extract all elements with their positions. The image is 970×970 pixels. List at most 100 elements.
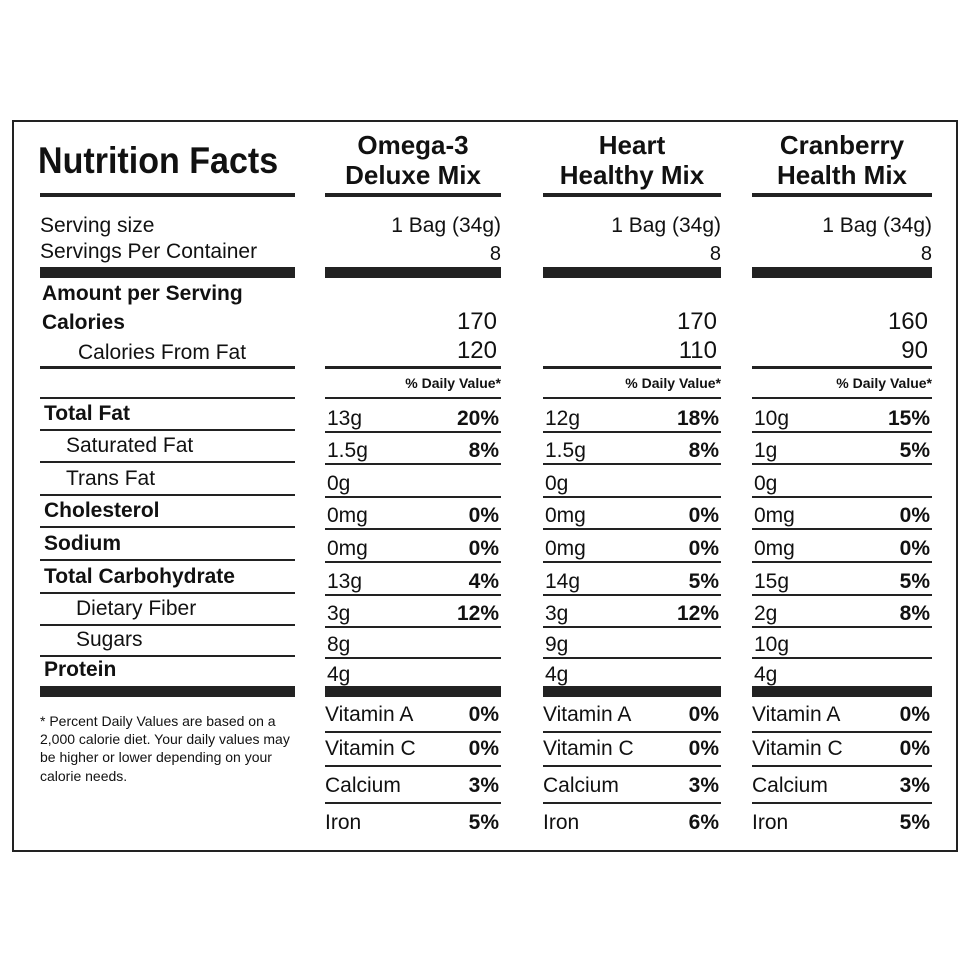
rule [325, 594, 501, 596]
calories: 160 [887, 308, 928, 335]
vitamin-label: Calcium [325, 774, 401, 797]
nutrient-amount: 8g [327, 633, 351, 656]
nutrient-percent: 15% [887, 407, 930, 430]
nutrient-label: Total Carbohydrate [44, 565, 235, 588]
nutrient-percent: 8% [899, 602, 930, 625]
nutrient-amount: 1g [754, 439, 778, 462]
nutrient-amount: 3g [327, 602, 351, 625]
rule [325, 802, 501, 804]
vitamin-label: Vitamin A [752, 703, 841, 726]
vitamin-percent: 3% [899, 774, 930, 797]
rule [325, 626, 501, 628]
nutrient-amount: 4g [545, 663, 569, 686]
product-name: Health Mix [776, 160, 908, 190]
rule [752, 431, 932, 433]
nutrient-amount: 0g [327, 472, 351, 495]
nutrient-amount: 9g [545, 633, 569, 656]
vitamin-percent: 3% [688, 774, 719, 797]
rule [543, 561, 721, 563]
rule [543, 496, 721, 498]
nutrient-amount: 15g [754, 570, 790, 593]
rule [40, 592, 295, 594]
rule [325, 431, 501, 433]
vitamin-label: Iron [752, 811, 789, 834]
serving-size: 1 Bag (34g) [611, 214, 721, 237]
rule [543, 765, 721, 767]
nutrient-amount: 0mg [327, 537, 368, 560]
title: Nutrition Facts [38, 140, 279, 181]
servings: 8 [920, 243, 932, 265]
rule [752, 366, 932, 369]
nutrient-amount: 0mg [545, 537, 586, 560]
vitamin-percent: 6% [688, 811, 719, 834]
daily-value-label: % Daily Value* [625, 375, 721, 391]
rule [752, 657, 932, 659]
nutrient-amount: 0mg [545, 504, 586, 527]
calories-from-fat: 90 [901, 337, 928, 364]
rule [40, 655, 295, 657]
nutrient-percent: 4% [468, 570, 499, 593]
rule [543, 193, 721, 197]
nutrient-amount: 13g [327, 407, 363, 430]
product-name: Healthy Mix [559, 160, 705, 190]
rule [325, 397, 501, 399]
nutrient-amount: 0g [545, 472, 569, 495]
nutrient-amount: 0g [754, 472, 778, 495]
rule [40, 494, 295, 496]
nutrient-percent: 5% [899, 439, 930, 462]
vitamin-percent: 0% [468, 703, 499, 726]
nutrient-amount: 2g [754, 602, 778, 625]
nutrient-amount: 13g [327, 570, 363, 593]
rule [543, 802, 721, 804]
nutrient-label: Sodium [44, 532, 121, 555]
rule [40, 624, 295, 626]
vitamin-label: Vitamin C [752, 737, 843, 760]
vitamin-percent: 0% [468, 737, 499, 760]
product-name: Heart [598, 130, 666, 160]
rule [752, 626, 932, 628]
calories: 170 [676, 308, 717, 335]
nutrient-percent: 0% [899, 504, 930, 527]
rule [543, 267, 721, 278]
rule [543, 397, 721, 399]
vitamin-percent: 3% [468, 774, 499, 797]
vitamin-label: Calcium [752, 774, 828, 797]
serving-size-label: Serving size [40, 214, 155, 237]
footnote: * Percent Daily Values are based on a 2,… [40, 713, 290, 784]
rule [543, 431, 721, 433]
nutrient-amount: 4g [327, 663, 351, 686]
rule [325, 657, 501, 659]
nutrient-amount: 14g [545, 570, 581, 593]
rule [543, 657, 721, 659]
nutrient-label: Trans Fat [66, 467, 156, 490]
nutrient-percent: 0% [468, 504, 499, 527]
rule [752, 731, 932, 733]
product-name: Deluxe Mix [345, 160, 481, 190]
vitamin-label: Calcium [543, 774, 619, 797]
daily-value-label: % Daily Value* [836, 375, 932, 391]
servings-label: Servings Per Container [40, 240, 258, 263]
nutrient-label: Saturated Fat [66, 434, 194, 457]
product-name: Omega-3 [357, 130, 469, 160]
daily-value-label: % Daily Value* [405, 375, 501, 391]
vitamin-label: Vitamin A [325, 703, 414, 726]
rule [325, 731, 501, 733]
rule [40, 559, 295, 561]
rule [543, 594, 721, 596]
rule [325, 686, 501, 697]
rule [752, 496, 932, 498]
product-name: Cranberry [779, 130, 905, 160]
calories-label: Calories [42, 311, 125, 334]
rule [752, 463, 932, 465]
calories: 170 [456, 308, 497, 335]
rule [543, 626, 721, 628]
rule [40, 461, 295, 463]
rule [543, 366, 721, 369]
rule [325, 496, 501, 498]
rule [40, 267, 295, 278]
nutrient-amount: 4g [754, 663, 778, 686]
nutrient-percent: 0% [688, 504, 719, 527]
nutrient-label: Sugars [76, 628, 143, 651]
nutrient-amount: 12g [545, 407, 581, 430]
